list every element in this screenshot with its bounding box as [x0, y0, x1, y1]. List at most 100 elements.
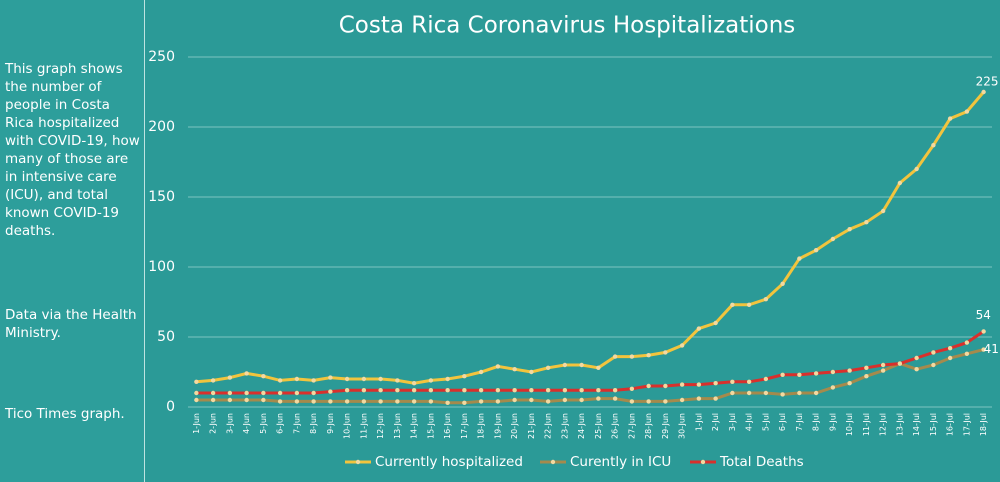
point: [763, 376, 769, 382]
point: [378, 388, 383, 393]
point: [378, 399, 383, 404]
point: [981, 329, 986, 334]
point: [579, 397, 584, 403]
point: [428, 388, 434, 393]
point: [730, 390, 735, 396]
point: [931, 350, 936, 355]
point: [780, 372, 785, 377]
point: [914, 367, 919, 372]
x-tick-label: 16-Jul: [946, 413, 955, 436]
point: [730, 379, 735, 384]
point: [344, 376, 350, 382]
series-line: [196, 91, 985, 385]
point: [813, 390, 819, 396]
data-label: 41: [984, 342, 999, 356]
x-tick-label: 13-Jun: [393, 413, 402, 439]
point: [328, 375, 333, 380]
x-tick-label: 23-Jun: [560, 413, 569, 439]
point: [562, 362, 568, 368]
point: [478, 399, 484, 404]
point: [797, 372, 802, 377]
x-tick-label: 5-Jun: [259, 413, 268, 434]
point: [344, 388, 350, 393]
chart-title: Costa Rica Coronavirus Hospitalizations: [339, 13, 796, 39]
legend-item: Currently hospitalized: [345, 454, 523, 470]
point: [679, 343, 685, 348]
point: [646, 399, 651, 404]
point: [545, 399, 551, 404]
legend-marker: [700, 459, 706, 465]
point: [529, 397, 534, 403]
x-tick-label: 12-Jun: [376, 413, 385, 439]
point: [964, 109, 970, 114]
point: [261, 374, 266, 379]
x-tick-label: 8-Jul: [812, 413, 821, 431]
x-tick-label: 29-Jun: [661, 413, 670, 439]
point: [277, 390, 283, 396]
point: [646, 383, 651, 389]
point: [763, 390, 769, 396]
point: [847, 368, 852, 373]
point: [227, 397, 233, 403]
x-tick-label: 15-Jul: [929, 413, 938, 436]
x-tick-label: 8-Jun: [309, 413, 318, 434]
y-tick-label: 150: [148, 189, 175, 205]
point: [445, 376, 450, 382]
point: [311, 399, 316, 404]
x-tick-label: 30-Jun: [678, 413, 687, 439]
series-line: [196, 330, 985, 395]
point: [210, 378, 216, 383]
x-tick-label: 7-Jul: [795, 413, 804, 431]
x-tick-label: 26-Jun: [611, 413, 620, 439]
point: [428, 378, 434, 383]
x-tick-label: 25-Jun: [594, 413, 603, 439]
x-tick-label: 17-Jul: [962, 413, 971, 436]
point: [830, 385, 836, 390]
point: [897, 361, 903, 366]
point: [981, 89, 986, 95]
point: [864, 374, 869, 379]
point: [361, 376, 367, 382]
credit: Tico Times graph.: [5, 406, 125, 422]
x-tick-label: 10-Jun: [343, 413, 352, 439]
legend-label: Currently hospitalized: [375, 454, 523, 470]
point: [311, 390, 316, 396]
point: [830, 369, 836, 375]
point: [261, 397, 266, 403]
point: [194, 397, 199, 403]
point: [629, 386, 635, 391]
point: [914, 355, 919, 361]
point: [629, 399, 635, 404]
point: [596, 388, 601, 393]
point: [194, 390, 199, 396]
point: [763, 297, 769, 302]
point: [713, 396, 718, 401]
point: [395, 378, 400, 383]
legend-item: Curently in ICU: [540, 454, 671, 470]
x-tick-label: 5-Jul: [761, 413, 770, 431]
point: [797, 390, 802, 396]
x-tick-label: 24-Jun: [577, 413, 586, 439]
point: [277, 378, 283, 383]
point: [897, 180, 903, 186]
x-tick-label: 28-Jun: [644, 413, 653, 439]
point: [730, 302, 735, 307]
x-tick-label: 22-Jun: [544, 413, 553, 439]
point: [981, 347, 986, 352]
x-tick-label: 3-Jun: [225, 413, 234, 434]
legend-label: Curently in ICU: [570, 454, 671, 470]
point: [495, 364, 501, 369]
point: [612, 396, 618, 401]
point: [813, 248, 819, 253]
point: [780, 392, 785, 397]
point: [512, 397, 517, 403]
x-tick-label: 2-Jul: [711, 413, 720, 431]
point: [780, 281, 785, 286]
point: [328, 389, 333, 394]
point: [679, 382, 685, 387]
point: [797, 256, 802, 261]
point: [880, 362, 886, 368]
point: [277, 399, 283, 404]
x-tick-label: 6-Jun: [276, 413, 285, 434]
